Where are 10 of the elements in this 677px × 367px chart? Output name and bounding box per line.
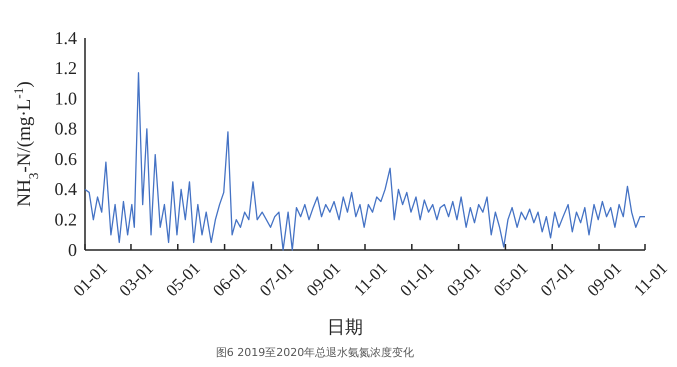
y-tick-label: 0.8 bbox=[54, 118, 77, 139]
y-tick-label: 1.2 bbox=[54, 58, 77, 78]
y-tick-label: 1.4 bbox=[54, 28, 77, 48]
y-tick-label: 0.2 bbox=[54, 209, 77, 230]
y-tick-label: 0.4 bbox=[54, 179, 77, 200]
x-axis-title: 日期 bbox=[327, 317, 363, 338]
y-tick-label: 0 bbox=[68, 240, 77, 260]
y-tick-label: 1.0 bbox=[54, 88, 77, 108]
caption: 图6 2019至2020年总退水氨氮浓度变化 bbox=[216, 346, 414, 359]
y-tick-label: 0.6 bbox=[54, 148, 77, 169]
